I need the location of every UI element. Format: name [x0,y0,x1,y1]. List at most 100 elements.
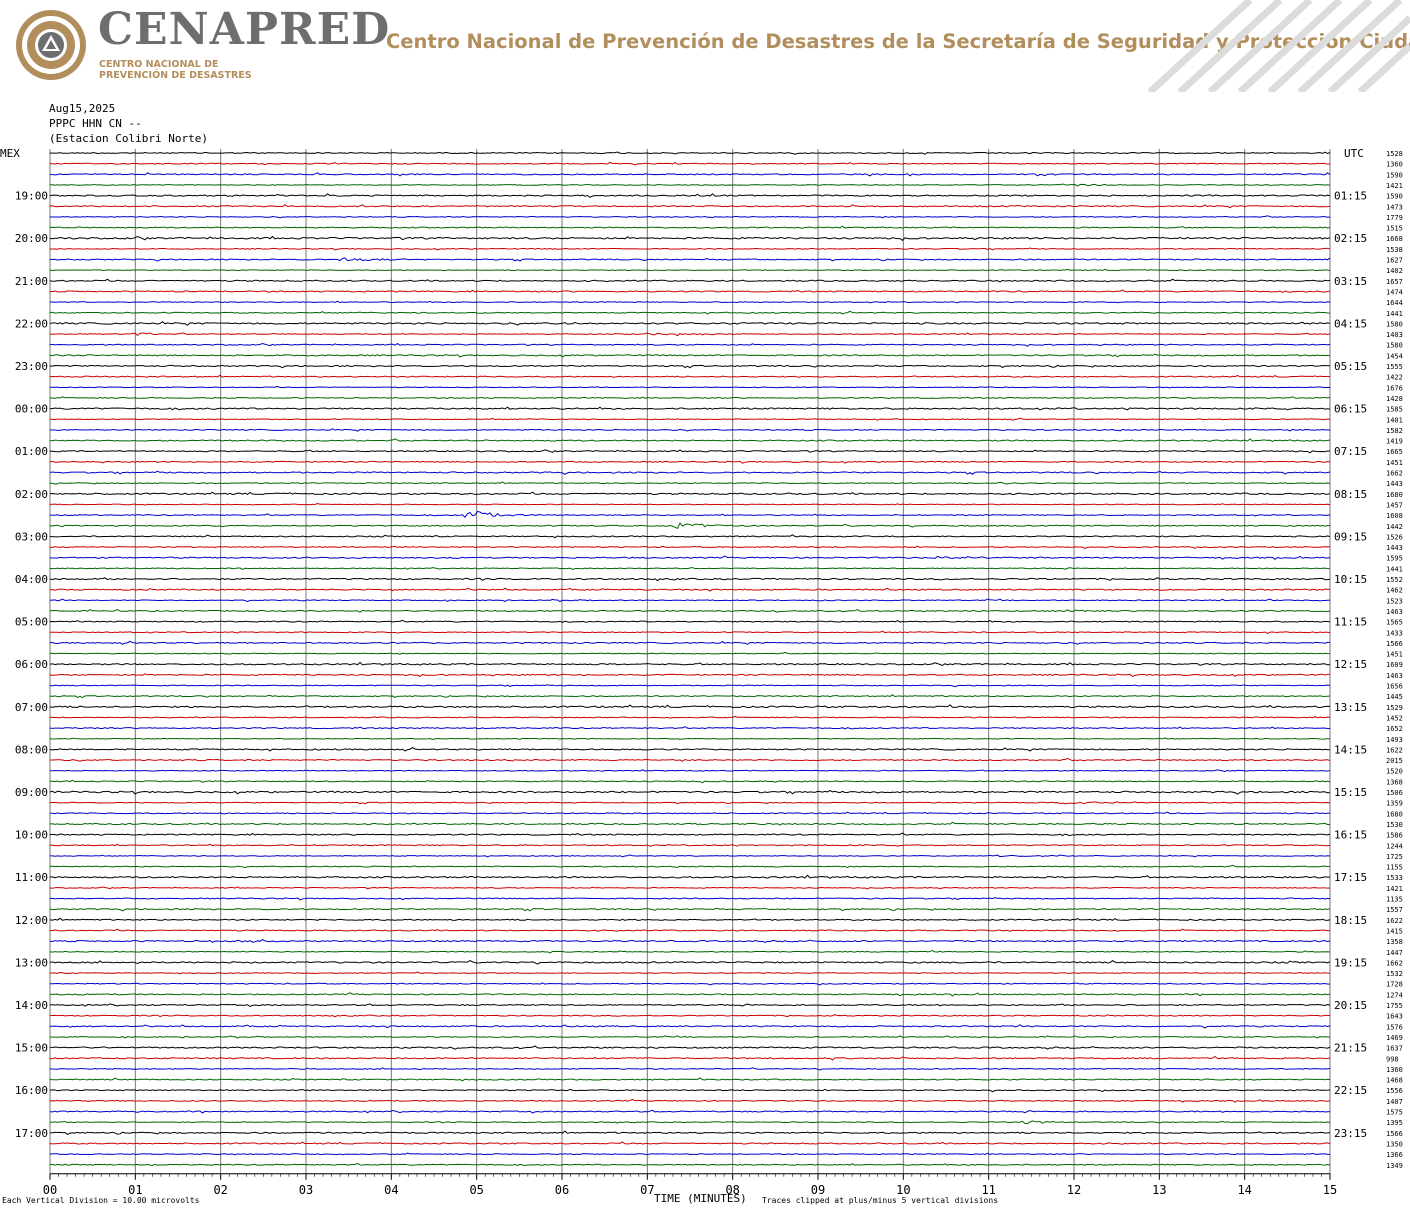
row-value-label: 1368 [1386,778,1403,786]
seismic-traces [49,151,1331,1167]
left-time-label: 19:00 [15,190,48,203]
trace-row [49,364,1331,369]
row-value-label: 1608 [1386,512,1403,520]
left-time-label: 20:00 [15,232,48,245]
x-tick-label: 05 [469,1183,483,1197]
x-tick-label: 00 [43,1183,57,1197]
trace-row [49,1035,1331,1039]
row-value-label: 1468 [1386,1077,1403,1085]
left-time-label: 02:00 [15,488,48,501]
trace-row [49,684,1331,688]
header-title: Centro Nacional de Prevención de Desastr… [386,30,1410,53]
row-value-label: 1462 [1386,587,1403,595]
row-value-label: 1566 [1386,640,1403,648]
trace-row [49,769,1331,772]
trace-row [49,342,1331,347]
left-time-label: 13:00 [15,956,48,969]
row-value-label: 1530 [1386,821,1403,829]
x-tick-label: 03 [299,1183,313,1197]
trace-row [49,460,1331,464]
trace-row [49,353,1331,358]
trace-row [49,971,1331,975]
row-value-label: 1515 [1386,225,1403,233]
trace-row [49,1109,1331,1114]
trace-row [49,790,1330,795]
row-value-label: 1580 [1386,342,1403,350]
row-value-label: 1622 [1386,917,1403,925]
trace-row [49,1045,1331,1050]
row-value-label: 1441 [1386,310,1403,318]
row-value-label: 1575 [1386,1109,1403,1117]
x-tick-label: 01 [128,1183,142,1197]
trace-row [49,1141,1331,1145]
trace-row [49,886,1331,890]
left-time-label: 11:00 [15,871,48,884]
row-value-label: 1565 [1386,619,1403,627]
trace-row [49,522,1331,530]
row-value-label: 1451 [1386,459,1403,467]
trace-row [49,992,1331,997]
row-value-label: 1586 [1386,832,1403,840]
scale-note: Each Vertical Division = 10.00 microvolt… [2,1196,200,1205]
row-value-label: 1447 [1386,949,1403,957]
trace-row [49,1152,1331,1156]
left-time-label: 03:00 [15,530,48,543]
trace-row [49,417,1331,421]
trace-row [49,897,1331,901]
x-tick-label: 12 [1067,1183,1081,1197]
right-time-label: 12:15 [1334,658,1367,671]
trace-row [49,289,1331,293]
row-value-label: 1523 [1386,597,1403,605]
trace-row [49,715,1331,719]
trace-row [49,183,1331,187]
row-value-label: 2015 [1386,757,1403,765]
trace-row [49,704,1331,709]
left-time-label: 00:00 [15,403,48,416]
row-value-label: 1595 [1386,555,1403,563]
x-tick-label: 11 [981,1183,995,1197]
trace-row [49,779,1331,784]
right-time-label: 02:15 [1334,232,1367,245]
left-time-label: 08:00 [15,743,48,756]
row-value-label: 1443 [1386,544,1403,552]
trace-row [49,651,1331,655]
trace-row [49,982,1331,986]
row-value-label: 1493 [1386,736,1403,744]
row-value-label: 1457 [1386,501,1403,509]
row-value-label: 1506 [1386,789,1403,797]
left-time-label: 05:00 [15,616,48,629]
trace-row [49,1067,1331,1071]
trace-row [49,225,1331,229]
row-value-label: 1401 [1386,416,1403,424]
trace-row [49,854,1331,858]
row-value-label: 1644 [1386,299,1403,307]
trace-row [49,396,1331,399]
decorative-pattern-icon [1147,0,1410,92]
trace-row [49,577,1331,582]
axis-labels: 00 01 02 03 04 05 06 07 08 09 10 11 12 13 14 1515281360… [0,147,1403,1197]
row-value-label: 1779 [1386,214,1403,222]
x-tick-label: 15 [1323,1183,1337,1197]
right-time-label: 17:15 [1334,871,1367,884]
row-value-label: 1366 [1386,1151,1403,1159]
trace-row [49,268,1331,272]
trace-row [49,811,1331,815]
x-tick-label: 13 [1152,1183,1166,1197]
row-value-label: 1415 [1386,927,1403,935]
row-value-label: 1680 [1386,810,1403,818]
right-time-label: 01:15 [1334,190,1367,203]
chart-grid [49,149,1331,1180]
left-time-label: 09:00 [15,786,48,799]
trace-row [49,747,1331,752]
row-value-label: 1538 [1386,246,1403,254]
trace-row [49,1055,1331,1061]
right-time-label: 18:15 [1334,914,1367,927]
left-time-label: 23:00 [15,360,48,373]
trace-row [49,332,1331,337]
row-value-label: 1556 [1386,1087,1403,1095]
trace-row [49,151,1331,155]
trace-row [49,310,1331,315]
trace-row [49,193,1331,198]
x-tick-label: 14 [1237,1183,1251,1197]
